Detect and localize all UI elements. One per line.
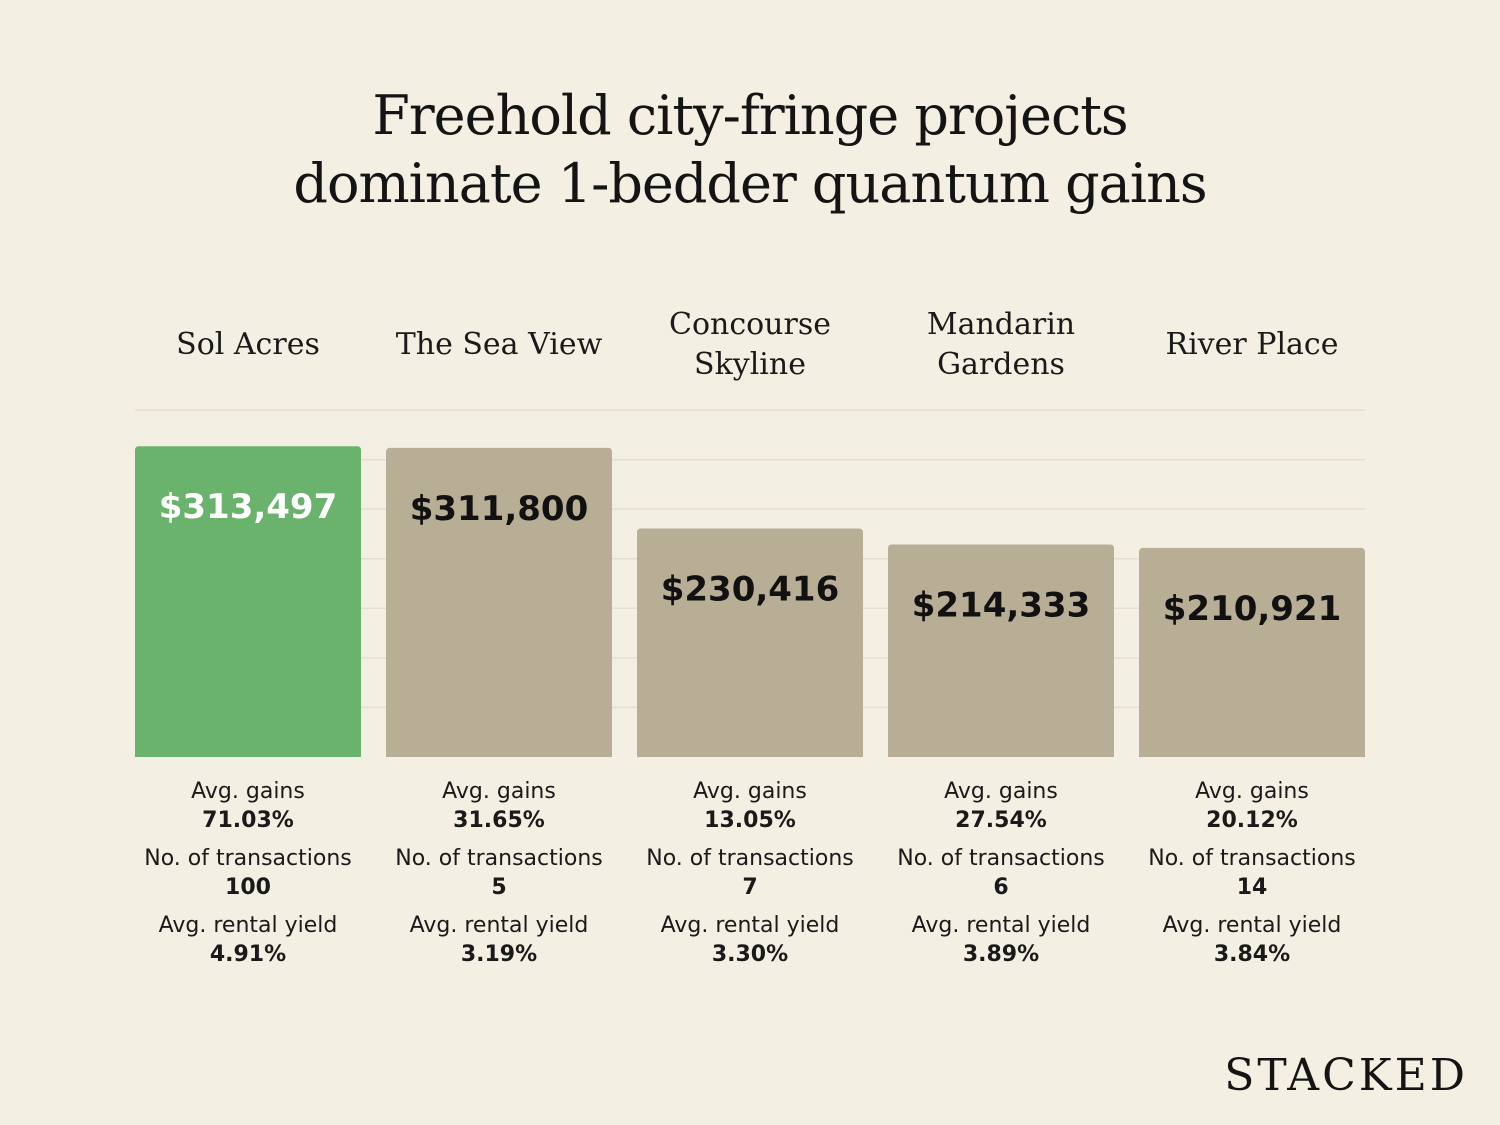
transactions-label: No. of transactions [395, 846, 603, 871]
transactions-label: No. of transactions [1148, 846, 1356, 871]
title-line-1: Freehold city-fringe projects [372, 84, 1128, 147]
bars [135, 446, 1365, 757]
value-label-river-place: $210,921 [1163, 589, 1342, 629]
stats-river-place: Avg. gains 20.12% No. of transactions 14… [1127, 777, 1377, 969]
rental-yield-value: 3.84% [1213, 942, 1291, 967]
category-label-the-sea-view: The Sea View [395, 327, 603, 362]
transactions-value: 5 [491, 875, 507, 900]
stats-sol-acres: Avg. gains 71.03% No. of transactions 10… [123, 777, 373, 969]
avg-gains-label: Avg. gains [944, 779, 1058, 804]
value-label-concourse-skyline: $230,416 [661, 570, 840, 610]
value-label-the-sea-view: $311,800 [410, 489, 589, 529]
bar-the-sea-view [386, 447, 612, 757]
value-label-sol-acres: $313,497 [159, 487, 338, 527]
rental-yield-label: Avg. rental yield [409, 913, 589, 938]
value-labels: $313,497 $311,800 $230,416 $214,333 $210,921 [159, 487, 1342, 629]
chart-title: Freehold city-fringe projects dominate 1… [0, 82, 1500, 218]
rental-yield-value: 3.89% [962, 942, 1040, 967]
category-label-concourse-skyline: Concourse Skyline [668, 307, 831, 382]
transactions-value: 14 [1236, 875, 1268, 900]
rental-yield-value: 4.91% [209, 942, 287, 967]
avg-gains-label: Avg. gains [693, 779, 807, 804]
bar-mandarin-gardens [888, 544, 1114, 757]
bar-concourse-skyline [637, 528, 863, 757]
rental-yield-label: Avg. rental yield [660, 913, 840, 938]
avg-gains-value: 71.03% [202, 808, 294, 833]
rental-yield-value: 3.19% [460, 942, 538, 967]
avg-gains-label: Avg. gains [442, 779, 556, 804]
bar-sol-acres [135, 446, 361, 757]
avg-gains-value: 31.65% [453, 808, 545, 833]
category-label-mandarin-gardens: Mandarin Gardens [926, 307, 1076, 382]
transactions-label: No. of transactions [646, 846, 854, 871]
stats-concourse-skyline: Avg. gains 13.05% No. of transactions 7 … [625, 777, 875, 969]
avg-gains-label: Avg. gains [1195, 779, 1309, 804]
category-label-sol-acres: Sol Acres [176, 327, 320, 362]
transactions-label: No. of transactions [897, 846, 1105, 871]
value-label-mandarin-gardens: $214,333 [912, 586, 1091, 626]
stats-the-sea-view: Avg. gains 31.65% No. of transactions 5 … [374, 777, 624, 969]
transactions-label: No. of transactions [144, 846, 352, 871]
avg-gains-label: Avg. gains [191, 779, 305, 804]
title-line-2: dominate 1-bedder quantum gains [293, 152, 1207, 215]
bar-river-place [1139, 547, 1365, 757]
transactions-value: 100 [225, 875, 271, 900]
rental-yield-label: Avg. rental yield [1162, 913, 1342, 938]
avg-gains-value: 13.05% [704, 808, 796, 833]
avg-gains-value: 27.54% [955, 808, 1047, 833]
rental-yield-label: Avg. rental yield [158, 913, 338, 938]
category-label-river-place: River Place [1165, 327, 1339, 362]
transactions-value: 7 [742, 875, 758, 900]
rental-yield-label: Avg. rental yield [911, 913, 1091, 938]
rental-yield-value: 3.30% [711, 942, 789, 967]
transactions-value: 6 [993, 875, 1009, 900]
stacked-logo: STACKED [1224, 1050, 1468, 1101]
stats-mandarin-gardens: Avg. gains 27.54% No. of transactions 6 … [876, 777, 1126, 969]
avg-gains-value: 20.12% [1206, 808, 1298, 833]
